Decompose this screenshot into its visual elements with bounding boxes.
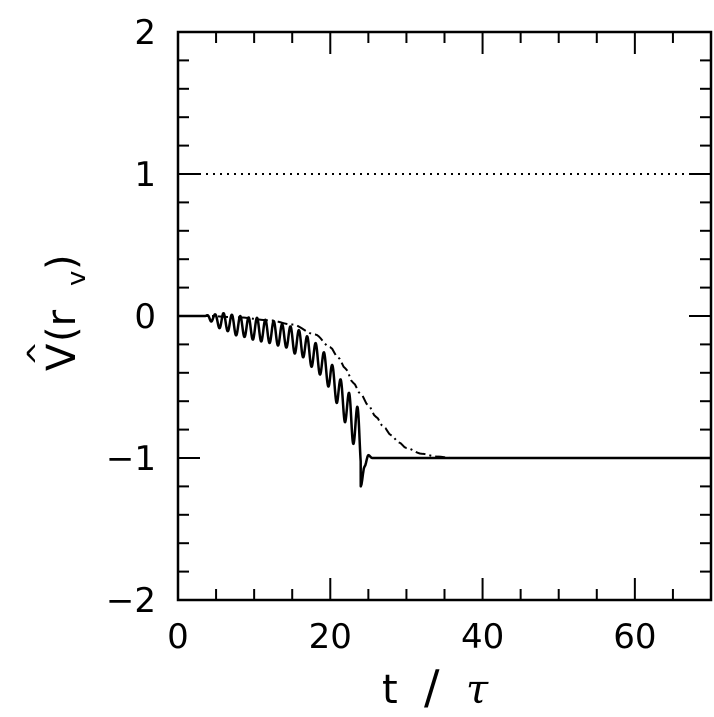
y-axis-title-open: (r	[39, 309, 85, 342]
x-axis-title-lhs: t	[382, 667, 398, 713]
y-tick-label: 0	[134, 297, 156, 337]
y-axis-title-main: V	[39, 343, 85, 371]
minor-ticks	[178, 32, 712, 600]
x-axis-title: t / τ	[382, 660, 489, 714]
x-tick-labels: 0 20 40 60	[167, 617, 656, 657]
major-ticks	[177, 31, 711, 601]
y-axis-title-sub: v	[62, 271, 92, 286]
x-axis-title-slash: /	[424, 660, 440, 714]
y-tick-label: −2	[106, 581, 156, 621]
y-tick-label: 2	[134, 13, 156, 53]
series-line-solid	[178, 311, 711, 488]
series-layer	[178, 173, 711, 488]
x-tick-label: 60	[613, 617, 656, 657]
y-tick-label: −1	[106, 439, 156, 479]
y-axis-title-close: )	[39, 254, 85, 270]
x-tick-label: 20	[309, 617, 352, 657]
y-axis-title: ^ V (r v )	[22, 254, 92, 371]
x-tick-label: 40	[461, 617, 504, 657]
x-axis-title-rhs: τ	[466, 667, 489, 713]
y-tick-label: 1	[134, 155, 156, 195]
x-tick-label: 0	[167, 617, 189, 657]
plot-frame	[176, 30, 713, 602]
y-tick-labels: −2 −1 0 1 2	[106, 13, 156, 621]
series-line-dash-dot	[178, 315, 711, 459]
y-axis-title-hat: ^	[22, 341, 57, 366]
